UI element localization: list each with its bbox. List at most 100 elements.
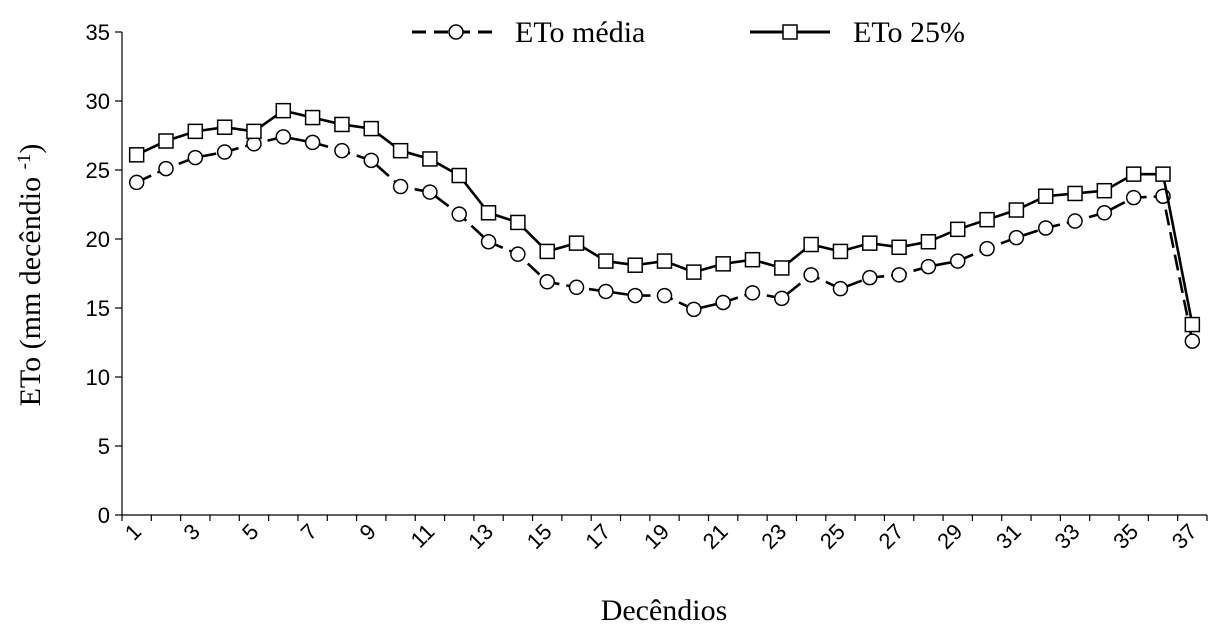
data-point-square: [686, 264, 702, 280]
data-point-square: [656, 253, 673, 269]
x-tick-label: 21: [698, 519, 733, 554]
data-point-square: [334, 116, 350, 133]
data-point-square: [627, 257, 643, 273]
data-point-circle: [128, 174, 145, 191]
legend-item-eto-media: ETo média: [412, 16, 645, 49]
y-tick-label: 0: [98, 503, 110, 528]
data-point-circle: [158, 160, 174, 177]
y-tick-label: 15: [86, 296, 110, 321]
data-point-circle: [862, 269, 878, 286]
y-tick-label: 20: [86, 227, 110, 252]
x-tick-label: 35: [1108, 519, 1143, 554]
x-tick-label: 9: [354, 519, 380, 545]
data-point-circle: [774, 290, 790, 307]
data-point-square: [832, 243, 849, 260]
x-tick-label: 31: [991, 519, 1026, 554]
data-point-circle: [422, 184, 438, 200]
data-point-circle: [216, 144, 233, 160]
data-point-square: [774, 260, 790, 276]
series-eto-media: [128, 129, 1201, 349]
data-point-circle: [832, 280, 849, 297]
x-tick-label: 17: [580, 519, 615, 554]
data-point-square: [1008, 202, 1025, 218]
series-line: [136, 135, 1194, 342]
x-tick-label: 27: [874, 519, 909, 554]
data-point-square: [304, 109, 321, 126]
data-point-circle: [451, 206, 467, 222]
data-point-square: [1184, 316, 1201, 333]
y-tick-label: 30: [86, 89, 110, 114]
legend-label-eto-25: ETo 25%: [853, 16, 965, 49]
data-point-square: [862, 235, 878, 251]
data-point-circle: [392, 178, 409, 195]
data-point-circle: [510, 246, 526, 262]
data-point-square: [216, 119, 233, 135]
data-point-circle: [1125, 189, 1142, 206]
x-tick-label: 1: [120, 519, 146, 545]
data-point-circle: [304, 134, 321, 151]
data-point-square: [187, 123, 204, 140]
data-point-circle: [187, 149, 204, 166]
legend-item-eto-25: ETo 25%: [750, 16, 965, 49]
data-point-circle: [1037, 220, 1054, 236]
data-point-circle: [275, 129, 292, 145]
data-point-circle: [744, 285, 761, 301]
data-point-square: [1037, 188, 1054, 204]
x-tick-label: 29: [932, 519, 967, 554]
data-point-square: [480, 205, 497, 221]
y-tick-label: 35: [86, 20, 110, 45]
data-point-circle: [803, 267, 819, 283]
y-ticks: 0 5 10 15 20 25 30 35: [86, 20, 122, 528]
data-point-circle: [1008, 229, 1025, 246]
data-point-circle: [480, 234, 497, 250]
data-point-square: [1125, 166, 1142, 182]
data-point-circle: [979, 240, 995, 257]
data-point-circle: [627, 287, 643, 304]
x-tick-label: 7: [296, 519, 322, 545]
x-tick-label: 3: [179, 519, 205, 545]
data-point-circle: [891, 267, 907, 283]
data-point-square: [1155, 166, 1171, 182]
data-point-circle: [598, 283, 614, 300]
legend-marker-circle-icon: [448, 24, 464, 40]
data-point-circle: [568, 279, 585, 296]
data-point-square: [1067, 185, 1083, 202]
data-point-square: [920, 234, 937, 250]
y-tick-label: 25: [86, 158, 110, 183]
data-point-circle: [715, 294, 731, 311]
x-tick-label: 37: [1167, 519, 1202, 554]
data-point-square: [949, 221, 966, 238]
x-tick-label: 33: [1050, 519, 1085, 554]
legend-marker-square-icon: [782, 24, 798, 40]
x-tick-label: 13: [463, 519, 498, 554]
data-point-square: [979, 211, 995, 228]
series-eto-25: [128, 102, 1201, 333]
y-tick-label: 10: [86, 365, 110, 390]
legend: ETo média ETo 25%: [412, 16, 965, 49]
data-point-circle: [539, 274, 555, 290]
data-point-square: [363, 120, 380, 137]
series-layer: [128, 102, 1201, 349]
data-point-square: [744, 251, 761, 268]
x-tick-label: 25: [815, 519, 850, 554]
data-point-square: [392, 142, 409, 159]
data-point-square: [451, 167, 467, 184]
data-point-square: [422, 151, 438, 167]
data-point-square: [246, 123, 262, 140]
x-tick-label: 5: [237, 519, 263, 545]
y-tick-label: 5: [98, 434, 110, 459]
data-point-square: [539, 243, 555, 260]
data-point-square: [275, 102, 292, 119]
axes: [121, 32, 1207, 516]
data-point-square: [598, 253, 614, 269]
data-point-circle: [949, 253, 966, 269]
x-tick-label: 11: [406, 519, 440, 553]
x-axis-title: Decêndios: [601, 594, 728, 625]
data-point-square: [803, 236, 819, 253]
data-point-circle: [363, 152, 380, 169]
legend-label-eto-media: ETo média: [515, 16, 645, 49]
data-point-square: [1096, 182, 1113, 199]
data-point-square: [715, 256, 731, 272]
data-point-square: [510, 214, 526, 231]
data-point-square: [891, 239, 907, 256]
